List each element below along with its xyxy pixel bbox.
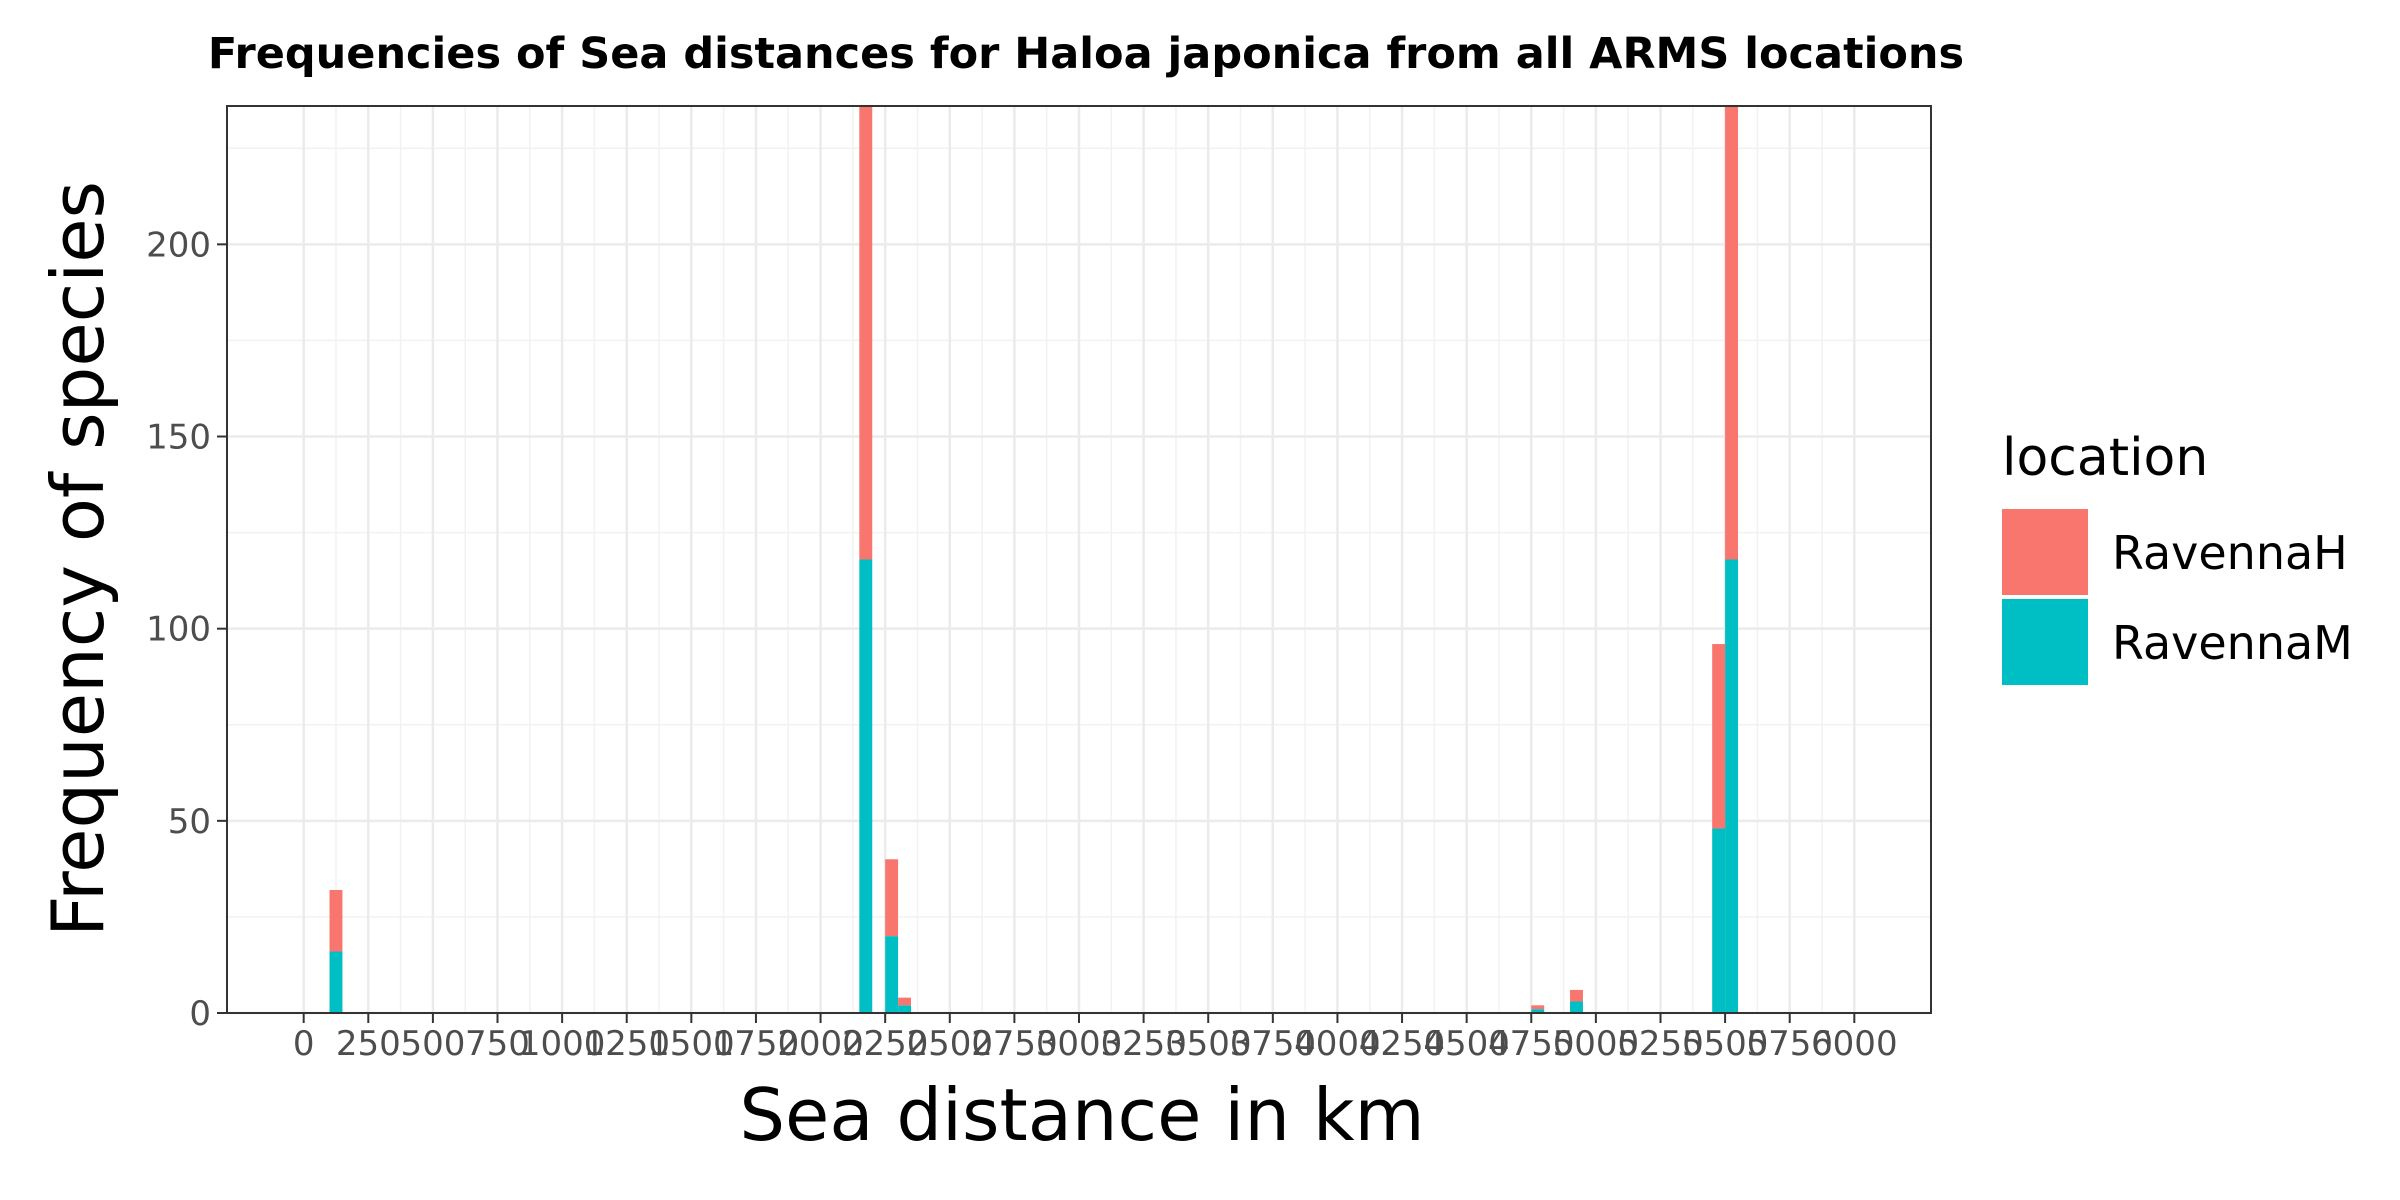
y-tick-label: 200 [146, 225, 211, 265]
y-tick-label: 0 [189, 994, 211, 1034]
legend: location RavennaH RavennaM [2002, 428, 2353, 685]
bar-ravennam [1531, 1009, 1545, 1013]
x-tick-label: 2000 [777, 1024, 864, 1064]
bar-ravennah [885, 859, 899, 937]
bar-ravennam [1712, 828, 1726, 1013]
bar-ravennam [1570, 1001, 1583, 1013]
bar-ravennah [1712, 644, 1726, 829]
x-tick-label: 1500 [648, 1024, 735, 1064]
x-tick-label: 2500 [907, 1024, 994, 1064]
x-tick-label: 5500 [1682, 1024, 1769, 1064]
legend-label-ravennah: RavennaH [2112, 526, 2348, 580]
x-tick-label: 3500 [1165, 1024, 1252, 1064]
y-tick-label: 50 [168, 802, 211, 842]
x-axis-title: Sea distance in km [739, 1073, 1424, 1157]
bar-ravennah [859, 106, 873, 560]
x-tick-label: 6000 [1811, 1024, 1898, 1064]
bar-ravennam [1725, 559, 1739, 1013]
legend-key-ravennam [2002, 599, 2088, 685]
x-tick-label: 4000 [1294, 1024, 1381, 1064]
bar-ravennah [1531, 1005, 1545, 1010]
plot-panel [226, 105, 1932, 1015]
chart-title: Frequencies of Sea distances for Haloa j… [208, 29, 1964, 79]
x-tick-label: 4500 [1423, 1024, 1510, 1064]
x-tick-label: 1750 [713, 1024, 800, 1064]
histogram-bars [329, 106, 1739, 1013]
x-axis: 0 250 500 750100012501500175020002250250027… [293, 1013, 1898, 1064]
x-tick-label: 4250 [1359, 1024, 1446, 1064]
x-tick-label: 0 [293, 1024, 315, 1064]
x-tick-label: 4750 [1488, 1024, 1575, 1064]
bar-ravennah [898, 997, 912, 1006]
y-tick-label: 150 [146, 418, 211, 458]
legend-label-ravennam: RavennaM [2112, 616, 2353, 670]
y-axis-title: Frequency of species [36, 181, 120, 937]
y-tick-label: 100 [146, 610, 211, 650]
bar-ravennah [1570, 989, 1583, 1002]
bar-ravennam [885, 936, 899, 1013]
x-tick-label: 1250 [583, 1024, 670, 1064]
legend-key-ravennah [2002, 509, 2088, 595]
major-gridlines [227, 106, 1931, 1015]
x-tick-label: 5000 [1553, 1024, 1640, 1064]
bar-ravennam [329, 951, 343, 1013]
bar-ravennam [898, 1005, 912, 1013]
x-tick-label: 3000 [1036, 1024, 1123, 1064]
x-tick-label: 5750 [1746, 1024, 1833, 1064]
bar-ravennah [1725, 106, 1739, 560]
x-tick-label: 750 [465, 1024, 530, 1064]
x-tick-label: 5250 [1617, 1024, 1704, 1064]
y-axis: 0 50 100 150 200 [146, 225, 227, 1034]
x-tick-label: 2250 [842, 1024, 929, 1064]
x-tick-label: 1000 [519, 1024, 606, 1064]
x-tick-label: 250 [336, 1024, 401, 1064]
x-tick-label: 3750 [1230, 1024, 1317, 1064]
bar-ravennah [329, 890, 343, 952]
x-tick-label: 3250 [1100, 1024, 1187, 1064]
bar-ravennam [859, 559, 873, 1013]
x-tick-label: 500 [400, 1024, 465, 1064]
legend-title: location [2002, 428, 2208, 488]
x-tick-label: 2750 [971, 1024, 1058, 1064]
